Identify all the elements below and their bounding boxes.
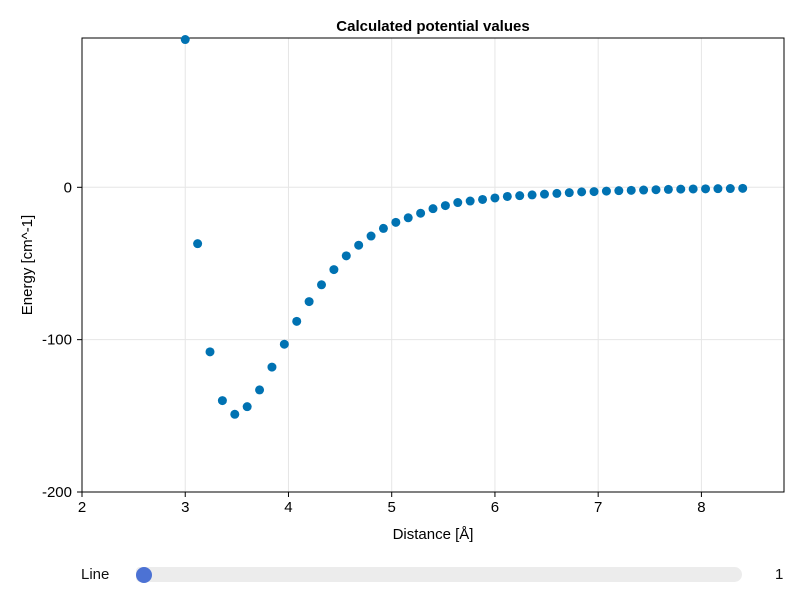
- data-point: [564, 188, 574, 198]
- data-point: [713, 184, 723, 194]
- line-slider-track[interactable]: [136, 566, 742, 583]
- slider-knob[interactable]: [136, 566, 152, 583]
- data-point: [676, 184, 686, 194]
- data-point: [589, 187, 599, 197]
- data-point: [527, 190, 537, 200]
- data-point: [304, 297, 314, 307]
- plot-frame: [81, 37, 785, 493]
- data-point: [341, 251, 351, 261]
- data-point: [193, 239, 203, 249]
- data-point: [440, 201, 450, 211]
- data-point: [639, 185, 649, 195]
- data-point: [626, 185, 636, 195]
- data-point: [738, 183, 748, 193]
- data-point: [577, 187, 587, 197]
- data-point: [317, 280, 327, 290]
- y-tick-label: 0: [64, 179, 72, 196]
- data-point: [539, 189, 549, 199]
- data-point: [465, 196, 475, 206]
- data-point: [614, 186, 624, 196]
- data-point: [217, 396, 227, 406]
- data-point: [180, 35, 190, 45]
- data-point: [267, 362, 277, 372]
- data-point: [366, 231, 376, 241]
- x-axis-label: Distance [Å]: [393, 526, 474, 543]
- data-point: [601, 186, 611, 196]
- data-point: [502, 191, 512, 201]
- x-tick-label: 2: [78, 499, 86, 516]
- data-point: [403, 213, 413, 223]
- data-point: [242, 402, 252, 412]
- data-point: [725, 184, 735, 194]
- data-point: [701, 184, 711, 194]
- data-point: [552, 188, 562, 198]
- x-tick-label: 6: [491, 499, 499, 516]
- data-point: [255, 385, 265, 395]
- line-slider-row: Line 1: [0, 560, 800, 590]
- data-point: [205, 347, 215, 357]
- data-point: [279, 339, 289, 349]
- data-point: [416, 208, 426, 218]
- data-points: [180, 35, 748, 419]
- x-tick-label: 5: [388, 499, 396, 516]
- scatter-chart: 2 3 4 5 6 7 8 -200 -100 0 Calculated potential va…: [19, 18, 785, 543]
- data-point: [663, 184, 673, 194]
- axis-ticks: 2 3 4 5 6 7 8 -200 -100 0: [42, 179, 706, 516]
- y-tick-label: -200: [42, 484, 72, 501]
- data-point: [428, 204, 438, 214]
- data-point: [490, 193, 500, 203]
- data-point: [329, 265, 339, 275]
- data-point: [651, 185, 661, 195]
- data-point: [230, 409, 240, 419]
- grid: [81, 38, 784, 493]
- data-point: [391, 217, 401, 227]
- data-point: [378, 223, 388, 233]
- data-point: [453, 198, 463, 208]
- slider-value: 1: [775, 566, 784, 583]
- x-tick-label: 3: [181, 499, 189, 516]
- data-point: [688, 184, 698, 194]
- data-point: [292, 316, 302, 326]
- data-point: [515, 191, 525, 201]
- y-axis-label: Energy [cm^-1]: [19, 215, 36, 315]
- chart-title: Calculated potential values: [336, 18, 529, 35]
- x-tick-label: 7: [594, 499, 602, 516]
- x-tick-label: 8: [697, 499, 705, 516]
- y-tick-label: -100: [42, 332, 72, 349]
- data-point: [478, 194, 488, 204]
- data-point: [354, 240, 364, 250]
- x-tick-label: 4: [284, 499, 292, 516]
- slider-label: Line: [81, 566, 110, 583]
